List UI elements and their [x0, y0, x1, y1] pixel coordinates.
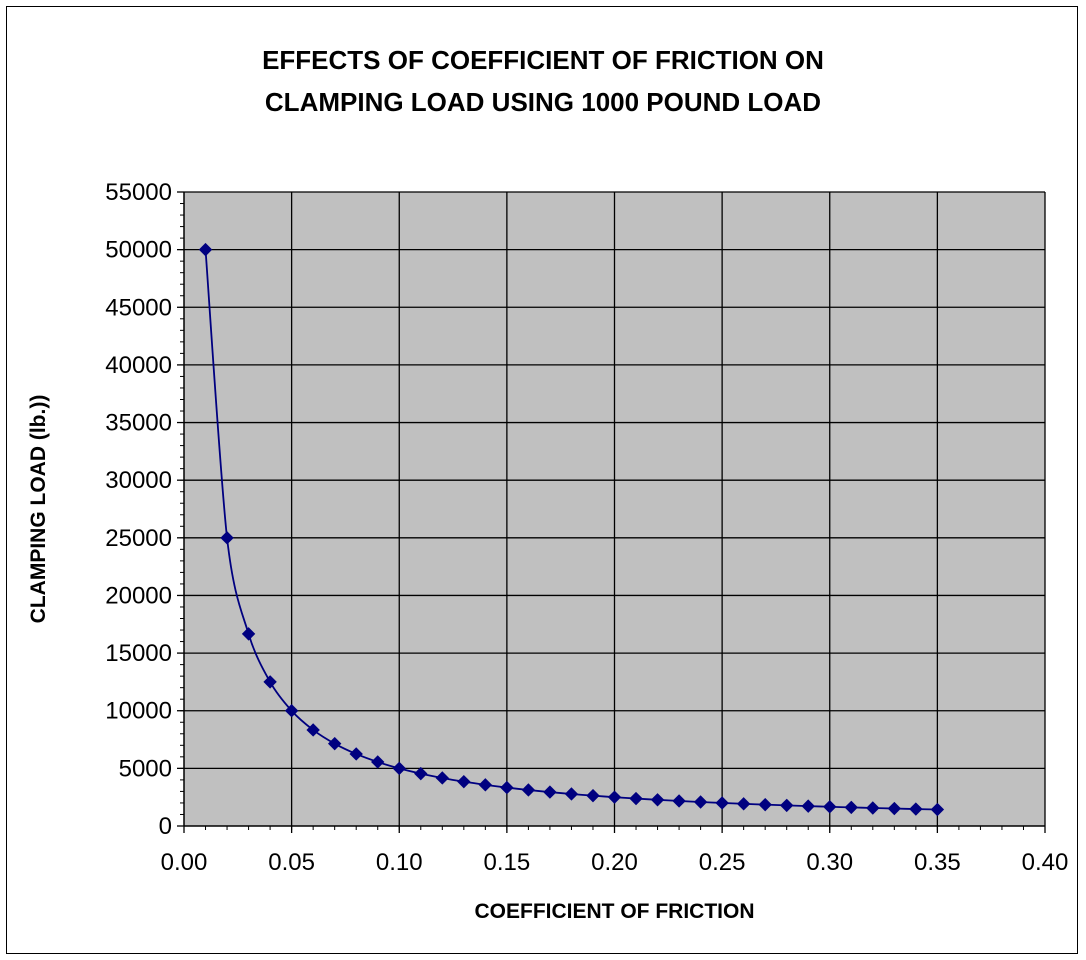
chart-area: EFFECTS OF COEFFICIENT OF FRICTION ON CL…	[6, 6, 1078, 954]
data-point-marker	[198, 242, 213, 257]
y-tick-label: 50000	[105, 237, 172, 264]
tick-labels: 0 5000 10000 15000 20000 25000 30000 35000 40000…	[105, 179, 1068, 876]
data-point-marker	[284, 704, 299, 718]
data-point-marker	[327, 736, 342, 751]
data-point-marker	[521, 783, 536, 797]
x-axis-title: COEFFICIENT OF FRICTION	[475, 900, 755, 923]
y-tick-label: 20000	[105, 582, 172, 609]
x-tick-label: 0.40	[1022, 849, 1069, 876]
data-point-marker	[629, 791, 643, 806]
line-chart: 0 5000 10000 15000 20000 25000 30000 35000 40000…	[27, 179, 1068, 923]
x-tick-label: 0.10	[376, 849, 423, 876]
data-point-marker	[693, 795, 708, 809]
data-point-marker	[909, 802, 923, 816]
y-tick-label: 55000	[105, 179, 172, 206]
data-point-marker	[586, 788, 600, 803]
chart-title-line-2: CLAMPING LOAD USING 1000 POUND LOAD	[264, 87, 822, 117]
y-axis-title: CLAMPING LOAD (lb.))	[27, 395, 50, 624]
data-point-marker	[414, 766, 428, 781]
axes	[177, 191, 1046, 833]
data-point-marker	[241, 627, 256, 641]
data-point-marker	[779, 798, 794, 813]
data-point-marker	[650, 793, 665, 807]
x-tick-label: 0.05	[268, 849, 315, 876]
data-point-marker	[371, 755, 385, 769]
data-point-marker	[543, 785, 557, 799]
data-point-marker	[306, 723, 320, 737]
data-point-marker	[672, 794, 686, 808]
x-tick-label: 0.25	[699, 849, 746, 876]
data-point-marker	[220, 531, 234, 545]
y-tick-label: 40000	[105, 352, 172, 379]
data-point-marker	[263, 675, 277, 689]
data-point-marker	[887, 801, 902, 816]
data-point-marker	[392, 761, 406, 776]
y-tick-label: 15000	[105, 640, 172, 667]
y-tick-label: 30000	[105, 467, 172, 494]
y-tick-label: 25000	[105, 525, 172, 552]
data-point-marker	[349, 747, 363, 761]
gridlines	[184, 191, 1046, 826]
data-point-marker	[844, 800, 858, 815]
data-point-marker	[478, 778, 493, 792]
data-point-marker	[823, 800, 837, 814]
data-point-marker	[457, 774, 471, 789]
data-point-marker	[758, 797, 772, 812]
data-point-marker	[435, 771, 450, 785]
data-point-marker	[715, 796, 729, 810]
data-point-marker	[930, 802, 945, 817]
chart-title: EFFECTS OF COEFFICIENT OF FRICTION ON CL…	[7, 39, 1079, 123]
data-point-marker	[801, 799, 815, 813]
data-point-marker	[564, 787, 579, 801]
x-tick-label: 0.00	[161, 849, 208, 876]
y-tick-label: 45000	[105, 294, 172, 321]
y-tick-label: 0	[159, 813, 172, 840]
series-group	[198, 242, 945, 817]
x-tick-label: 0.15	[484, 849, 531, 876]
chart-title-line-1: EFFECTS OF COEFFICIENT OF FRICTION ON	[262, 45, 824, 75]
data-point-marker	[500, 780, 514, 795]
y-tick-label: 5000	[119, 755, 172, 782]
x-tick-label: 0.30	[806, 849, 853, 876]
data-point-marker	[866, 801, 880, 815]
y-tick-label: 10000	[105, 698, 172, 725]
data-point-marker	[736, 797, 751, 811]
y-tick-label: 35000	[105, 410, 172, 437]
x-tick-label: 0.35	[914, 849, 961, 876]
data-point-marker	[607, 790, 622, 804]
x-tick-label: 0.20	[591, 849, 638, 876]
